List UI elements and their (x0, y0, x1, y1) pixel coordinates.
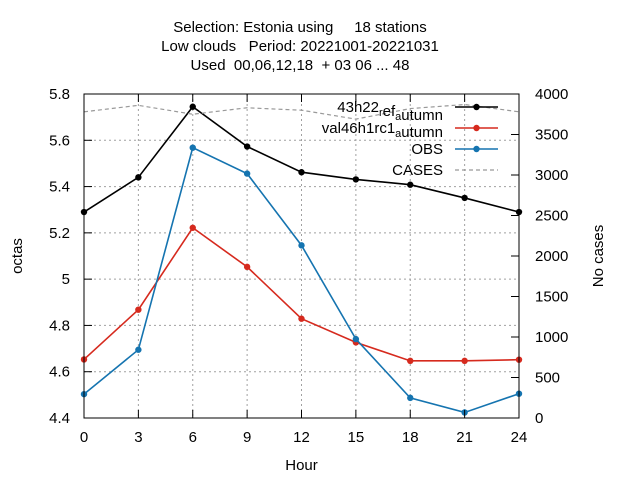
chart-title-line: Low clouds Period: 20221001-20221031 (161, 38, 439, 55)
legend-subscript: a (395, 111, 402, 123)
legend-label: CASES (392, 162, 443, 179)
legend-label: OBS (411, 141, 443, 158)
x-tick-label: 0 (80, 429, 88, 446)
legend-text-part: utumn (401, 107, 443, 124)
series-layer (80, 103, 523, 416)
x-tick-label: 21 (456, 429, 473, 446)
ticks: 0 3 6 9 12 15 18 21 24 4.4 4.6 4.8 5 5.2 5.4 5.6 5.8 0 500… (49, 86, 568, 446)
y-tick-label: 4.6 (49, 364, 70, 381)
y-axis-label: octas (9, 238, 26, 274)
legend-subscript: a (395, 128, 402, 140)
data-point (298, 169, 305, 176)
legend-marker (473, 145, 480, 153)
data-point (243, 143, 251, 150)
y2-tick-label: 2500 (535, 208, 568, 225)
y2-tick-label: 500 (535, 370, 560, 387)
x-tick-label: 18 (402, 429, 419, 446)
x-tick-label: 12 (293, 429, 310, 446)
y-tick-label: 5.8 (49, 86, 70, 103)
legend-text-part: CASES (392, 162, 443, 179)
y2-tick-label: 3500 (535, 127, 568, 144)
y-tick-label: 5.6 (49, 132, 70, 149)
legend-text-part: val46h1rc1 (322, 120, 395, 137)
legend-label: 43h22refautumn (337, 99, 443, 124)
y-tick-label: 4.4 (49, 410, 70, 427)
y-tick-label: 5.4 (49, 179, 70, 196)
data-point (407, 181, 414, 188)
data-point (352, 176, 360, 183)
y2-axis-label: No cases (590, 225, 607, 288)
y2-tick-label: 1000 (535, 329, 568, 346)
legend-marker (473, 103, 480, 111)
y-tick-label: 5.2 (49, 225, 70, 242)
data-point (135, 346, 142, 353)
chart-title: Selection: Estonia using 18 stations Low … (161, 19, 439, 74)
x-tick-label: 3 (134, 429, 142, 446)
data-point (243, 263, 251, 271)
chart-title-line: Selection: Estonia using 18 stations (173, 19, 426, 36)
data-point (135, 174, 142, 181)
data-point (461, 357, 468, 365)
x-tick-label: 9 (243, 429, 251, 446)
axis-labels: Hour octas No cases (9, 225, 607, 474)
y2-tick-label: 3000 (535, 167, 568, 184)
x-tick-label: 15 (348, 429, 365, 446)
y-tick-label: 4.8 (49, 317, 70, 334)
data-point (407, 357, 414, 365)
y2-tick-label: 2000 (535, 248, 568, 265)
data-point (189, 144, 196, 151)
y2-tick-label: 0 (535, 410, 543, 427)
data-point (135, 306, 142, 313)
legend-subscript: r (379, 107, 383, 119)
data-point (298, 315, 305, 322)
data-point (352, 335, 360, 343)
data-point (407, 394, 414, 402)
legend-text-part: OBS (411, 141, 443, 158)
y2-tick-label: 4000 (535, 86, 568, 103)
legend-text-part: utumn (401, 124, 443, 141)
chart-title-line: Used 00,06,12,18 + 03 06 ... 48 (191, 57, 410, 74)
legend-label: val46h1rc1autumn (322, 120, 443, 141)
data-point (189, 103, 196, 110)
y-tick-label: 5 (62, 271, 70, 288)
legend-text-part: ef (383, 103, 396, 120)
data-point (243, 170, 251, 177)
data-point (298, 242, 305, 249)
series-line (83, 103, 520, 120)
data-point (189, 224, 196, 231)
legend-marker (473, 124, 480, 132)
legend-text-part: 43h22 (337, 99, 379, 116)
x-axis-label: Hour (285, 457, 318, 474)
y2-tick-label: 1500 (535, 289, 568, 306)
x-tick-label: 6 (189, 429, 197, 446)
data-point (461, 194, 468, 202)
x-tick-label: 24 (511, 429, 528, 446)
grid (84, 94, 519, 418)
